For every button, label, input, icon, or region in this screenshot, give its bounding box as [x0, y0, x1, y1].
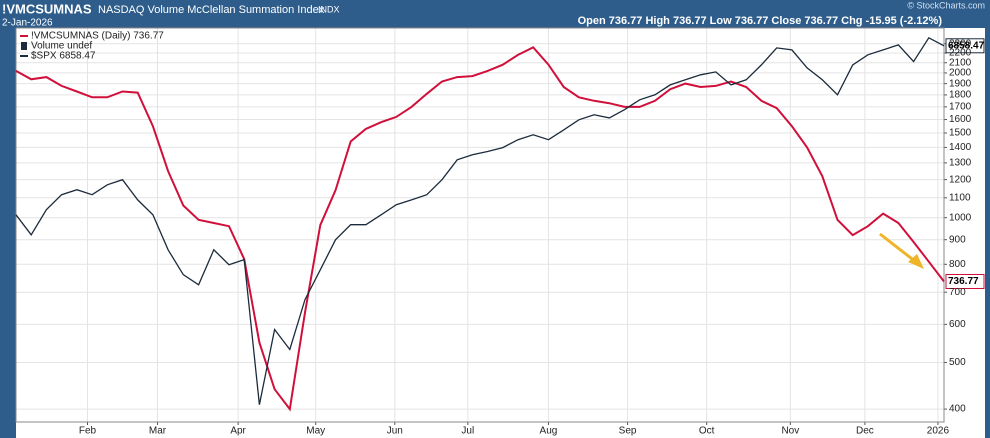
plot [15, 27, 985, 425]
last-value-label: 6858.47 [948, 40, 985, 51]
x-tick-label: 2026 [927, 426, 950, 437]
series-line [15, 46, 945, 412]
x-tick-label: Mar [149, 426, 167, 437]
y-tick-label: 700 [949, 287, 966, 298]
x-tick-label: Sep [619, 426, 637, 437]
plot-border [15, 27, 945, 423]
annotation-arrowhead [908, 254, 924, 269]
legend-swatch [21, 42, 27, 50]
panel [16, 28, 985, 438]
y-tick-label: 900 [949, 234, 966, 245]
x-tick-label: Dec [856, 426, 874, 437]
x-tick-label: Oct [699, 426, 715, 437]
last-value-box [945, 38, 985, 54]
y-tick-label: 1200 [949, 174, 972, 185]
y-tick-label: 1600 [949, 114, 972, 125]
y-tick-label: 1000 [949, 212, 972, 223]
x-tick-label: Nov [781, 426, 799, 437]
chart-title: !VMCSUMNAS [2, 1, 92, 16]
legend-label: !VMCSUMNAS (Daily) 736.77 [31, 31, 164, 42]
x-tick-label: Feb [79, 426, 97, 437]
chart-subtitle: NASDAQ Volume McClellan Summation Index [98, 4, 325, 16]
y-tick-label: 1500 [949, 128, 972, 139]
y-tick-label: 1300 [949, 158, 972, 169]
y-tick-label: 2100 [949, 57, 972, 68]
y-tick-label: 600 [949, 319, 966, 330]
x-tick-label: Jun [387, 426, 403, 437]
last-value-label: 736.77 [948, 276, 979, 287]
x-tick-label: Aug [540, 426, 558, 437]
y-tick-label: 1100 [949, 192, 971, 203]
x-tick-label: Jul [461, 426, 474, 437]
date: 2-Jan-2026 [2, 18, 53, 29]
legend-label: $SPX 6858.47 [31, 51, 96, 62]
annotation-arrow [879, 232, 917, 264]
series-line [15, 36, 945, 405]
y-tick-label: 2000 [949, 68, 972, 79]
y-tick-label: 1400 [949, 142, 972, 153]
y-tick-label: 2200 [949, 48, 972, 59]
quote: Open 736.77 High 736.77 Low 736.77 Close… [578, 15, 943, 27]
x-tick-label: May [306, 426, 325, 437]
y-tick-label: 400 [949, 404, 966, 415]
y-tick-label: 1700 [949, 102, 972, 113]
legend-label: Volume undef [31, 41, 92, 52]
y-tick-label: 800 [949, 259, 966, 270]
x-tick-label: Apr [230, 426, 246, 437]
y-tick-label: 1900 [949, 78, 972, 89]
y-tick-label: 2300 [949, 38, 972, 49]
credit: © StockCharts.com [907, 0, 985, 10]
last-value-box [945, 274, 985, 290]
y-tick-label: 500 [949, 357, 966, 368]
exchange: INDX [318, 4, 340, 14]
y-tick-label: 1800 [949, 90, 972, 101]
